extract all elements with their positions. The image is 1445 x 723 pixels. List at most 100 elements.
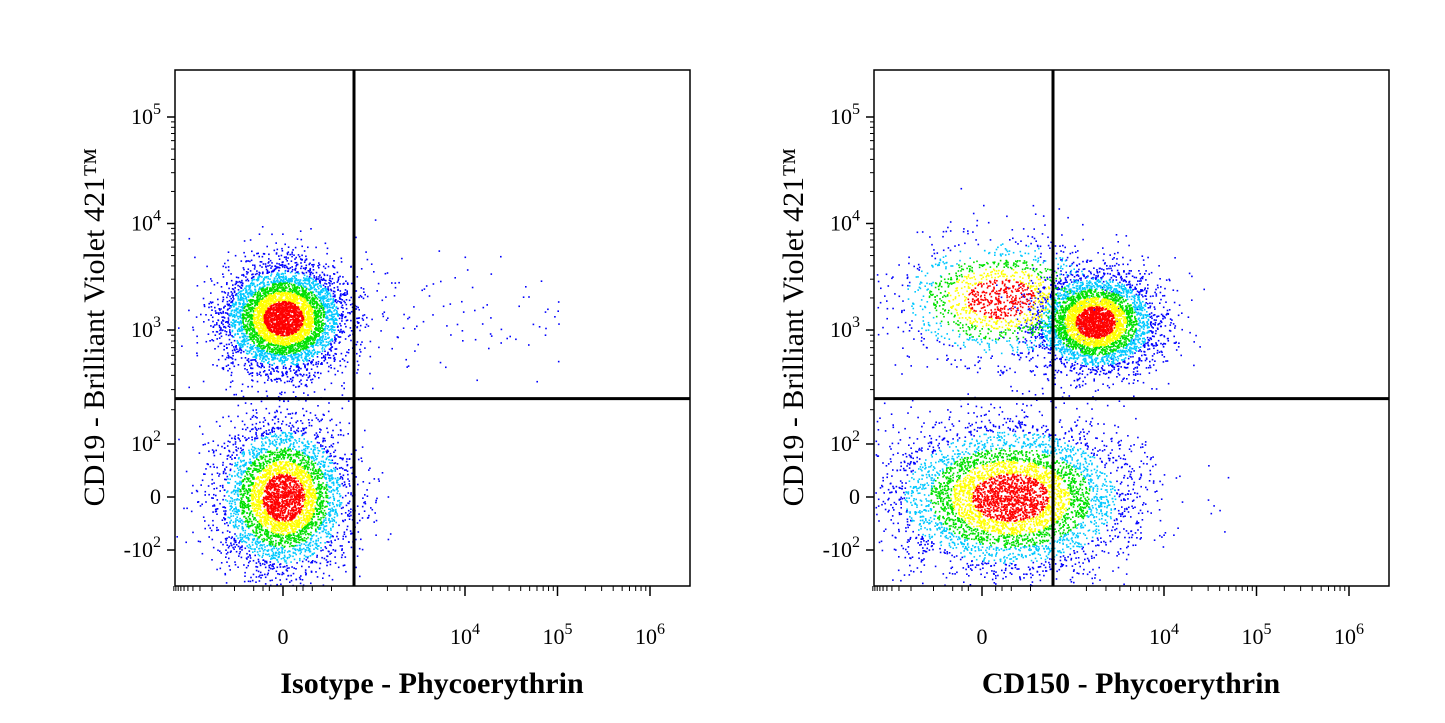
- event-dot: [237, 341, 239, 344]
- event-dot: [322, 521, 324, 524]
- event-dot: [340, 466, 343, 469]
- event-dot: [336, 531, 339, 534]
- event-dot: [331, 445, 334, 448]
- event-dot: [293, 285, 296, 287]
- event-dot: [346, 458, 348, 460]
- event-dot: [260, 533, 262, 536]
- event-dot: [252, 296, 255, 298]
- event-dot: [259, 293, 262, 296]
- event-dot: [268, 290, 271, 292]
- event-dot: [347, 509, 350, 512]
- event-dot: [309, 537, 312, 540]
- event-dot: [269, 431, 271, 434]
- event-dot: [303, 537, 306, 539]
- event-dot: [295, 541, 298, 544]
- event-dot: [318, 377, 320, 379]
- event-dot: [314, 530, 317, 532]
- event-dot: [240, 346, 243, 349]
- event-dot: [303, 282, 306, 284]
- event-dot: [324, 440, 326, 442]
- event-dot: [251, 332, 253, 335]
- event-dot: [342, 330, 345, 333]
- event-dot: [213, 450, 215, 453]
- event-dot: [258, 465, 261, 467]
- event-dot: [290, 427, 292, 429]
- event-dot: [306, 532, 309, 535]
- event-dot: [325, 486, 328, 488]
- event-dot: [318, 278, 320, 280]
- event-dot: [278, 284, 280, 286]
- event-dot: [255, 534, 258, 537]
- event-dot: [218, 308, 220, 310]
- event-dot: [308, 284, 311, 287]
- event-dot: [237, 321, 239, 323]
- event-dot: [318, 476, 320, 479]
- event-dot: [268, 553, 270, 556]
- event-dot: [256, 539, 259, 541]
- event-dot: [300, 454, 302, 456]
- event-dot: [267, 275, 269, 278]
- event-dot: [249, 349, 252, 352]
- event-dot: [317, 265, 319, 267]
- event-dot: [237, 296, 240, 298]
- event-dot: [290, 579, 293, 582]
- event-dot: [252, 531, 255, 533]
- event-dot: [325, 525, 328, 527]
- event-dot: [237, 545, 240, 548]
- event-dot: [293, 352, 296, 355]
- event-dot: [281, 261, 284, 264]
- event-dot: [296, 364, 298, 367]
- event-dot: [272, 545, 275, 548]
- event-dot: [332, 320, 335, 323]
- event-dot: [248, 328, 250, 330]
- event-dot: [292, 348, 294, 350]
- event-dot: [210, 314, 212, 316]
- event-dot: [315, 417, 318, 419]
- event-dot: [297, 541, 299, 543]
- event-dot: [277, 276, 280, 279]
- event-dot: [208, 306, 210, 309]
- event-dot: [271, 348, 273, 350]
- event-dot: [253, 275, 255, 278]
- event-dot: [220, 562, 223, 564]
- event-dot: [284, 545, 286, 548]
- event-dot: [242, 297, 245, 300]
- event-dot: [316, 365, 319, 368]
- event-dot: [292, 540, 295, 542]
- event-dot: [509, 335, 511, 338]
- event-dot: [210, 325, 212, 327]
- event-dot: [236, 329, 239, 332]
- event-dot: [237, 537, 239, 540]
- event-dot: [237, 299, 240, 301]
- event-dot: [334, 352, 336, 355]
- event-dot: [284, 438, 287, 441]
- event-dot: [226, 522, 228, 524]
- event-dot: [216, 508, 219, 510]
- event-dot: [250, 283, 252, 285]
- event-dot: [268, 429, 270, 431]
- event-dot: [306, 283, 308, 285]
- event-dot: [314, 546, 317, 549]
- event-dot: [237, 318, 240, 320]
- event-dot: [261, 441, 263, 443]
- event-dot: [251, 438, 253, 441]
- event-dot: [254, 550, 256, 553]
- event-dot: [262, 357, 265, 359]
- event-dot: [343, 331, 346, 334]
- event-dot: [234, 491, 237, 494]
- event-dot: [262, 271, 264, 274]
- event-dot: [283, 355, 286, 358]
- event-dot: [238, 456, 240, 459]
- event-dot: [268, 347, 271, 350]
- event-dot: [275, 415, 277, 418]
- event-dot: [188, 309, 190, 312]
- event-dot: [278, 554, 281, 556]
- event-dot: [249, 346, 252, 348]
- event-dot: [328, 512, 330, 514]
- event-dot: [332, 484, 335, 486]
- event-dot: [242, 350, 245, 353]
- event-dot: [283, 454, 285, 456]
- event-dot: [269, 442, 271, 444]
- event-dot: [240, 556, 243, 559]
- event-dot: [210, 292, 212, 294]
